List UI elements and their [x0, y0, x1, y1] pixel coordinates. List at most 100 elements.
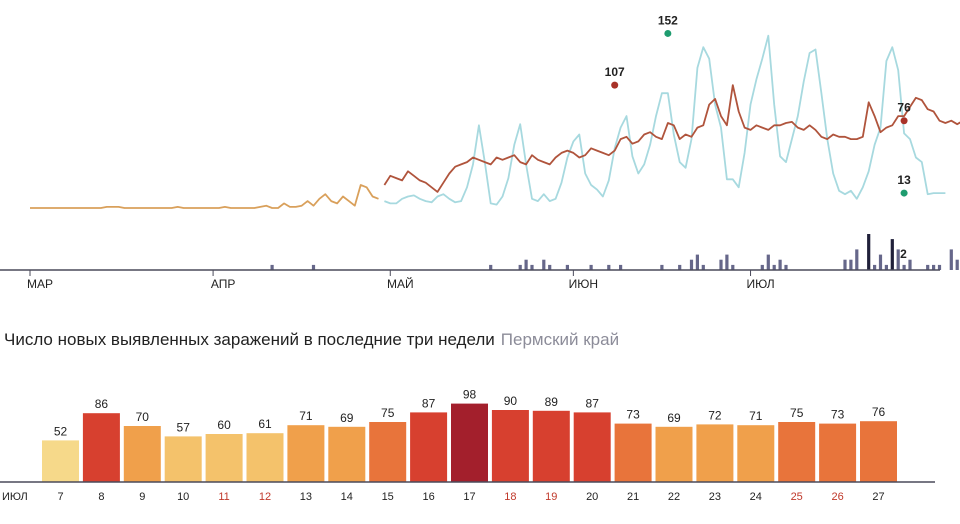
deaths-bar	[926, 264, 930, 270]
deaths-bar	[766, 254, 770, 270]
deaths-bar	[542, 259, 546, 270]
day-label: 26	[831, 491, 843, 503]
cases-bar	[451, 403, 488, 482]
month-label: ИЮЛ	[746, 277, 774, 291]
deaths-bar	[695, 254, 699, 270]
deaths-bar	[589, 264, 593, 270]
day-label: 7	[57, 491, 63, 503]
cases-bar	[205, 434, 243, 482]
recent-cases-bar-chart: 52 7 86 8 70 9 57 10 60 11 61 12 71 13 69 14 75 15 87 16 98 1…	[0, 388, 935, 503]
deaths-bar	[843, 259, 847, 270]
day-label: 10	[177, 491, 189, 503]
day-label: 18	[504, 491, 516, 503]
deaths-bar	[731, 264, 735, 270]
day-label: 20	[586, 491, 598, 503]
series-line	[384, 34, 946, 206]
day-label: 24	[750, 491, 762, 503]
cases-bar	[860, 421, 897, 482]
day-label: 9	[139, 491, 145, 503]
day-label: 14	[341, 491, 353, 503]
region-label: Пермский край	[500, 330, 620, 349]
bar-value-label: 73	[831, 408, 845, 422]
bar-value-label: 69	[667, 411, 681, 425]
series-line	[383, 84, 960, 193]
data-label: 13	[897, 173, 911, 187]
deaths-bar	[607, 264, 611, 270]
day-label: 21	[627, 491, 639, 503]
bar-value-label: 90	[504, 394, 518, 408]
peak-point	[611, 81, 619, 89]
bar-value-label: 89	[545, 395, 559, 409]
month-label: ИЮН	[569, 277, 598, 291]
deaths-bar	[565, 264, 569, 270]
data-label: 107	[605, 65, 625, 79]
bar-value-label: 98	[463, 388, 477, 402]
cases-bar	[573, 412, 611, 482]
month-label: МАР	[27, 277, 53, 291]
cases-bar	[82, 413, 120, 482]
month-label: ИЮЛ	[2, 491, 28, 503]
bar-value-label: 75	[790, 406, 804, 420]
deaths-bar	[518, 264, 522, 270]
day-label: 15	[382, 491, 394, 503]
deaths-bar	[270, 264, 274, 270]
deaths-bar	[548, 264, 552, 270]
cases-bar	[123, 426, 161, 482]
day-label: 17	[463, 491, 475, 503]
deaths-bar	[311, 264, 316, 270]
deaths-bar	[784, 264, 788, 270]
series-line	[30, 184, 379, 209]
month-label: МАЙ	[387, 276, 414, 291]
deaths-bar	[619, 264, 623, 270]
deaths-bar	[760, 264, 764, 270]
deaths-bar	[873, 264, 877, 270]
cases-bar	[287, 425, 325, 482]
bar-value-label: 87	[422, 396, 436, 410]
cases-bar	[42, 440, 79, 482]
deaths-bar	[902, 264, 906, 270]
deaths-bar	[908, 259, 912, 270]
deaths-bar	[660, 264, 664, 270]
bar-value-label: 72	[708, 408, 722, 422]
bar-value-label: 61	[258, 417, 272, 431]
deaths-bar	[689, 259, 694, 270]
deaths-bar	[778, 259, 782, 270]
data-label: 152	[658, 13, 678, 27]
cases-bar	[369, 422, 407, 482]
peak-point	[664, 29, 672, 37]
cases-bar	[246, 433, 284, 482]
day-label: 12	[259, 491, 271, 503]
bar-value-label: 86	[95, 397, 109, 411]
deaths-bar	[849, 259, 853, 270]
bar-value-label: 71	[299, 409, 313, 423]
deaths-bar	[932, 264, 936, 270]
cases-bar	[819, 423, 857, 482]
deaths-bar	[955, 259, 959, 270]
day-label: 11	[218, 491, 229, 503]
deaths-bar	[678, 264, 682, 270]
cases-bar	[696, 424, 734, 482]
bar-value-label: 71	[749, 409, 763, 423]
cases-bar	[328, 426, 366, 482]
chart-title: Число новых выявленных заражений в после…	[4, 330, 619, 350]
bar-value-label: 76	[872, 405, 886, 419]
cases-bar	[164, 436, 202, 482]
bar-value-label: 57	[177, 420, 191, 434]
bar-value-label: 73	[626, 408, 640, 422]
peak-point	[900, 117, 908, 125]
bar-value-label: 52	[54, 424, 68, 438]
day-label: 16	[422, 491, 434, 503]
day-label: 13	[300, 491, 312, 503]
data-label: 2	[900, 247, 907, 261]
deaths-bar	[725, 254, 729, 270]
daily-cases-line-chart: МАР АПР МАЙ ИЮН ИЮЛ 107 152 76 13 2	[0, 13, 960, 291]
day-label: 22	[668, 491, 680, 503]
bar-value-label: 87	[586, 396, 600, 410]
peak-point	[900, 189, 908, 197]
deaths-bar	[530, 264, 534, 270]
bar-value-label: 60	[217, 418, 231, 432]
chart-title-text: Число новых выявленных заражений в после…	[4, 330, 495, 349]
month-label: АПР	[211, 277, 236, 291]
day-label: 27	[872, 491, 884, 503]
cases-bar	[778, 422, 816, 482]
